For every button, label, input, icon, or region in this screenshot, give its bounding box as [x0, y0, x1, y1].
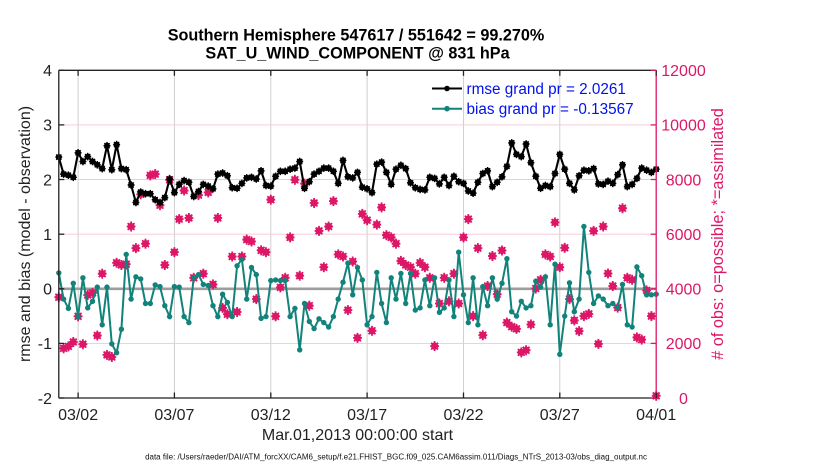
svg-text:03/07: 03/07 [154, 407, 194, 424]
svg-text:4000: 4000 [666, 282, 702, 299]
svg-text:4: 4 [43, 63, 52, 80]
svg-text:2: 2 [43, 172, 52, 189]
svg-text:SAT_U_WIND_COMPONENT @ 831 hPa: SAT_U_WIND_COMPONENT @ 831 hPa [205, 45, 510, 63]
svg-text:rmse grand pr = 2.0261: rmse grand pr = 2.0261 [467, 81, 626, 98]
svg-text:-1: -1 [38, 336, 52, 353]
svg-text:2000: 2000 [666, 336, 702, 353]
svg-text:03/22: 03/22 [443, 407, 483, 424]
svg-text:6000: 6000 [666, 227, 702, 244]
svg-text:10000: 10000 [661, 118, 706, 135]
svg-text:# of obs: o=possible; *=assimi: # of obs: o=possible; *=assimilated [709, 108, 727, 360]
svg-text:0: 0 [679, 391, 688, 408]
svg-text:03/27: 03/27 [540, 407, 580, 424]
svg-text:03/02: 03/02 [58, 407, 98, 424]
svg-text:Southern Hemisphere 547617 / 5: Southern Hemisphere 547617 / 551642 = 99… [168, 27, 545, 45]
svg-text:12000: 12000 [661, 63, 706, 80]
svg-text:8000: 8000 [666, 172, 702, 189]
svg-text:3: 3 [43, 118, 52, 135]
svg-text:04/01: 04/01 [636, 407, 676, 424]
svg-text:03/17: 03/17 [347, 407, 387, 424]
svg-text:data file: /Users/raeder/DAI/A: data file: /Users/raeder/DAI/ATM_forcXX/… [145, 453, 647, 462]
svg-text:0: 0 [43, 282, 52, 299]
svg-text:-2: -2 [38, 391, 52, 408]
svg-text:1: 1 [43, 227, 52, 244]
svg-text:03/12: 03/12 [251, 407, 291, 424]
svg-text:Mar.01,2013 00:00:00 start: Mar.01,2013 00:00:00 start [262, 427, 454, 444]
svg-text:bias grand pr = -0.13567: bias grand pr = -0.13567 [467, 101, 634, 118]
svg-text:rmse and bias (model - observa: rmse and bias (model - observation) [17, 106, 34, 362]
